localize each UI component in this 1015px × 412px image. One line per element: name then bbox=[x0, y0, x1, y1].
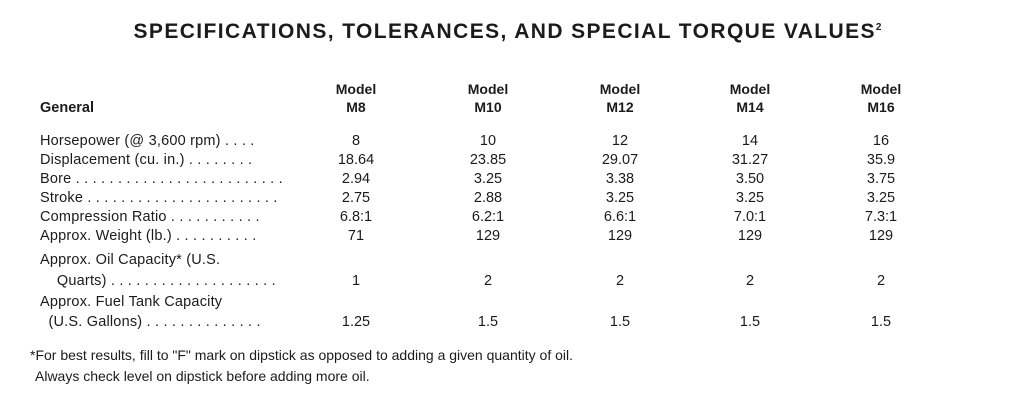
cell-m14: 129 bbox=[737, 228, 763, 244]
cell-m10: 10 bbox=[479, 133, 497, 149]
model-header-line1: Model bbox=[729, 81, 771, 97]
cell-m12: 1.5 bbox=[609, 314, 631, 330]
row-label: Horsepower (@ 3,600 rpm) . . . . bbox=[40, 133, 255, 149]
cell-m12: 29.07 bbox=[601, 152, 639, 168]
model-header-line1: Model bbox=[467, 81, 509, 97]
spec-row-fuel-capacity: (U.S. Gallons) . . . . . . . . . . . . .… bbox=[0, 313, 1015, 332]
cell-m16: 3.75 bbox=[866, 171, 896, 187]
cell-m8: 8 bbox=[351, 133, 361, 149]
row-label: Stroke . . . . . . . . . . . . . . . . .… bbox=[40, 190, 278, 206]
cell-m16: 3.25 bbox=[866, 190, 896, 206]
model-header-m10: Model M10 bbox=[448, 80, 528, 116]
spec-row-fuel-capacity-title: Approx. Fuel Tank Capacity bbox=[0, 293, 1015, 312]
cell-m12: 6.6:1 bbox=[603, 209, 637, 225]
model-header-line1: Model bbox=[335, 81, 377, 97]
spec-row-displacement: Displacement (cu. in.) . . . . . . . . 1… bbox=[0, 151, 1015, 170]
cell-m8: 2.75 bbox=[341, 190, 371, 206]
model-header-m16: Model M16 bbox=[841, 80, 921, 116]
row-label: Approx. Oil Capacity* (U.S. bbox=[40, 252, 221, 268]
model-header-line2: M8 bbox=[346, 99, 366, 115]
cell-m10: 129 bbox=[475, 228, 501, 244]
model-header-line2: M16 bbox=[867, 99, 895, 115]
cell-m10: 2.88 bbox=[473, 190, 503, 206]
footnote-line-1: *For best results, fill to "F" mark on d… bbox=[30, 347, 573, 363]
cell-m8: 1.25 bbox=[341, 314, 371, 330]
cell-m16: 7.3:1 bbox=[864, 209, 898, 225]
spec-row-oil-capacity-title: Approx. Oil Capacity* (U.S. bbox=[0, 251, 1015, 270]
model-header-m12: Model M12 bbox=[580, 80, 660, 116]
row-label: Approx. Weight (lb.) . . . . . . . . . . bbox=[40, 228, 257, 244]
cell-m12: 12 bbox=[611, 133, 629, 149]
cell-m12: 129 bbox=[607, 228, 633, 244]
model-header-line2: M10 bbox=[474, 99, 502, 115]
model-header-m14: Model M14 bbox=[710, 80, 790, 116]
cell-m8: 2.94 bbox=[341, 171, 371, 187]
cell-m14: 7.0:1 bbox=[733, 209, 767, 225]
cell-m14: 14 bbox=[741, 133, 759, 149]
cell-m10: 3.25 bbox=[473, 171, 503, 187]
row-label: Quarts) . . . . . . . . . . . . . . . . … bbox=[40, 273, 276, 289]
cell-m14: 31.27 bbox=[731, 152, 769, 168]
cell-m12: 3.25 bbox=[605, 190, 635, 206]
model-header-line1: Model bbox=[599, 81, 641, 97]
page-title: SPECIFICATIONS, TOLERANCES, AND SPECIAL … bbox=[0, 20, 1015, 44]
cell-m16: 129 bbox=[868, 228, 894, 244]
row-label: (U.S. Gallons) . . . . . . . . . . . . .… bbox=[40, 314, 261, 330]
cell-m8: 6.8:1 bbox=[339, 209, 373, 225]
model-header-line1: Model bbox=[860, 81, 902, 97]
model-header-m8: Model M8 bbox=[316, 80, 396, 116]
cell-m10: 6.2:1 bbox=[471, 209, 505, 225]
general-header: General bbox=[40, 100, 94, 116]
row-label: Displacement (cu. in.) . . . . . . . . bbox=[40, 152, 253, 168]
cell-m16: 1.5 bbox=[870, 314, 892, 330]
spec-row-oil-capacity: Quarts) . . . . . . . . . . . . . . . . … bbox=[0, 272, 1015, 291]
cell-m16: 35.9 bbox=[866, 152, 896, 168]
spec-row-bore: Bore . . . . . . . . . . . . . . . . . .… bbox=[0, 170, 1015, 189]
cell-m10: 2 bbox=[483, 273, 493, 289]
cell-m14: 2 bbox=[745, 273, 755, 289]
cell-m8: 18.64 bbox=[337, 152, 375, 168]
model-header-line2: M12 bbox=[606, 99, 634, 115]
cell-m8: 1 bbox=[351, 273, 361, 289]
cell-m16: 2 bbox=[876, 273, 886, 289]
cell-m14: 1.5 bbox=[739, 314, 761, 330]
spec-row-compression-ratio: Compression Ratio . . . . . . . . . . . … bbox=[0, 208, 1015, 227]
cell-m12: 3.38 bbox=[605, 171, 635, 187]
model-header-line2: M14 bbox=[736, 99, 764, 115]
cell-m14: 3.50 bbox=[735, 171, 765, 187]
footnote-line-2: Always check level on dipstick before ad… bbox=[35, 368, 370, 384]
spec-row-stroke: Stroke . . . . . . . . . . . . . . . . .… bbox=[0, 189, 1015, 208]
spec-row-horsepower: Horsepower (@ 3,600 rpm) . . . . 8 10 12… bbox=[0, 132, 1015, 151]
cell-m10: 23.85 bbox=[469, 152, 507, 168]
title-text: SPECIFICATIONS, TOLERANCES, AND SPECIAL … bbox=[133, 20, 876, 43]
cell-m16: 16 bbox=[872, 133, 890, 149]
row-label: Approx. Fuel Tank Capacity bbox=[40, 294, 223, 310]
row-label: Bore . . . . . . . . . . . . . . . . . .… bbox=[40, 171, 283, 187]
cell-m14: 3.25 bbox=[735, 190, 765, 206]
cell-m10: 1.5 bbox=[477, 314, 499, 330]
cell-m12: 2 bbox=[615, 273, 625, 289]
title-superscript: 2 bbox=[875, 22, 882, 33]
cell-m8: 71 bbox=[347, 228, 365, 244]
spec-row-weight: Approx. Weight (lb.) . . . . . . . . . .… bbox=[0, 227, 1015, 246]
row-label: Compression Ratio . . . . . . . . . . . bbox=[40, 209, 260, 225]
